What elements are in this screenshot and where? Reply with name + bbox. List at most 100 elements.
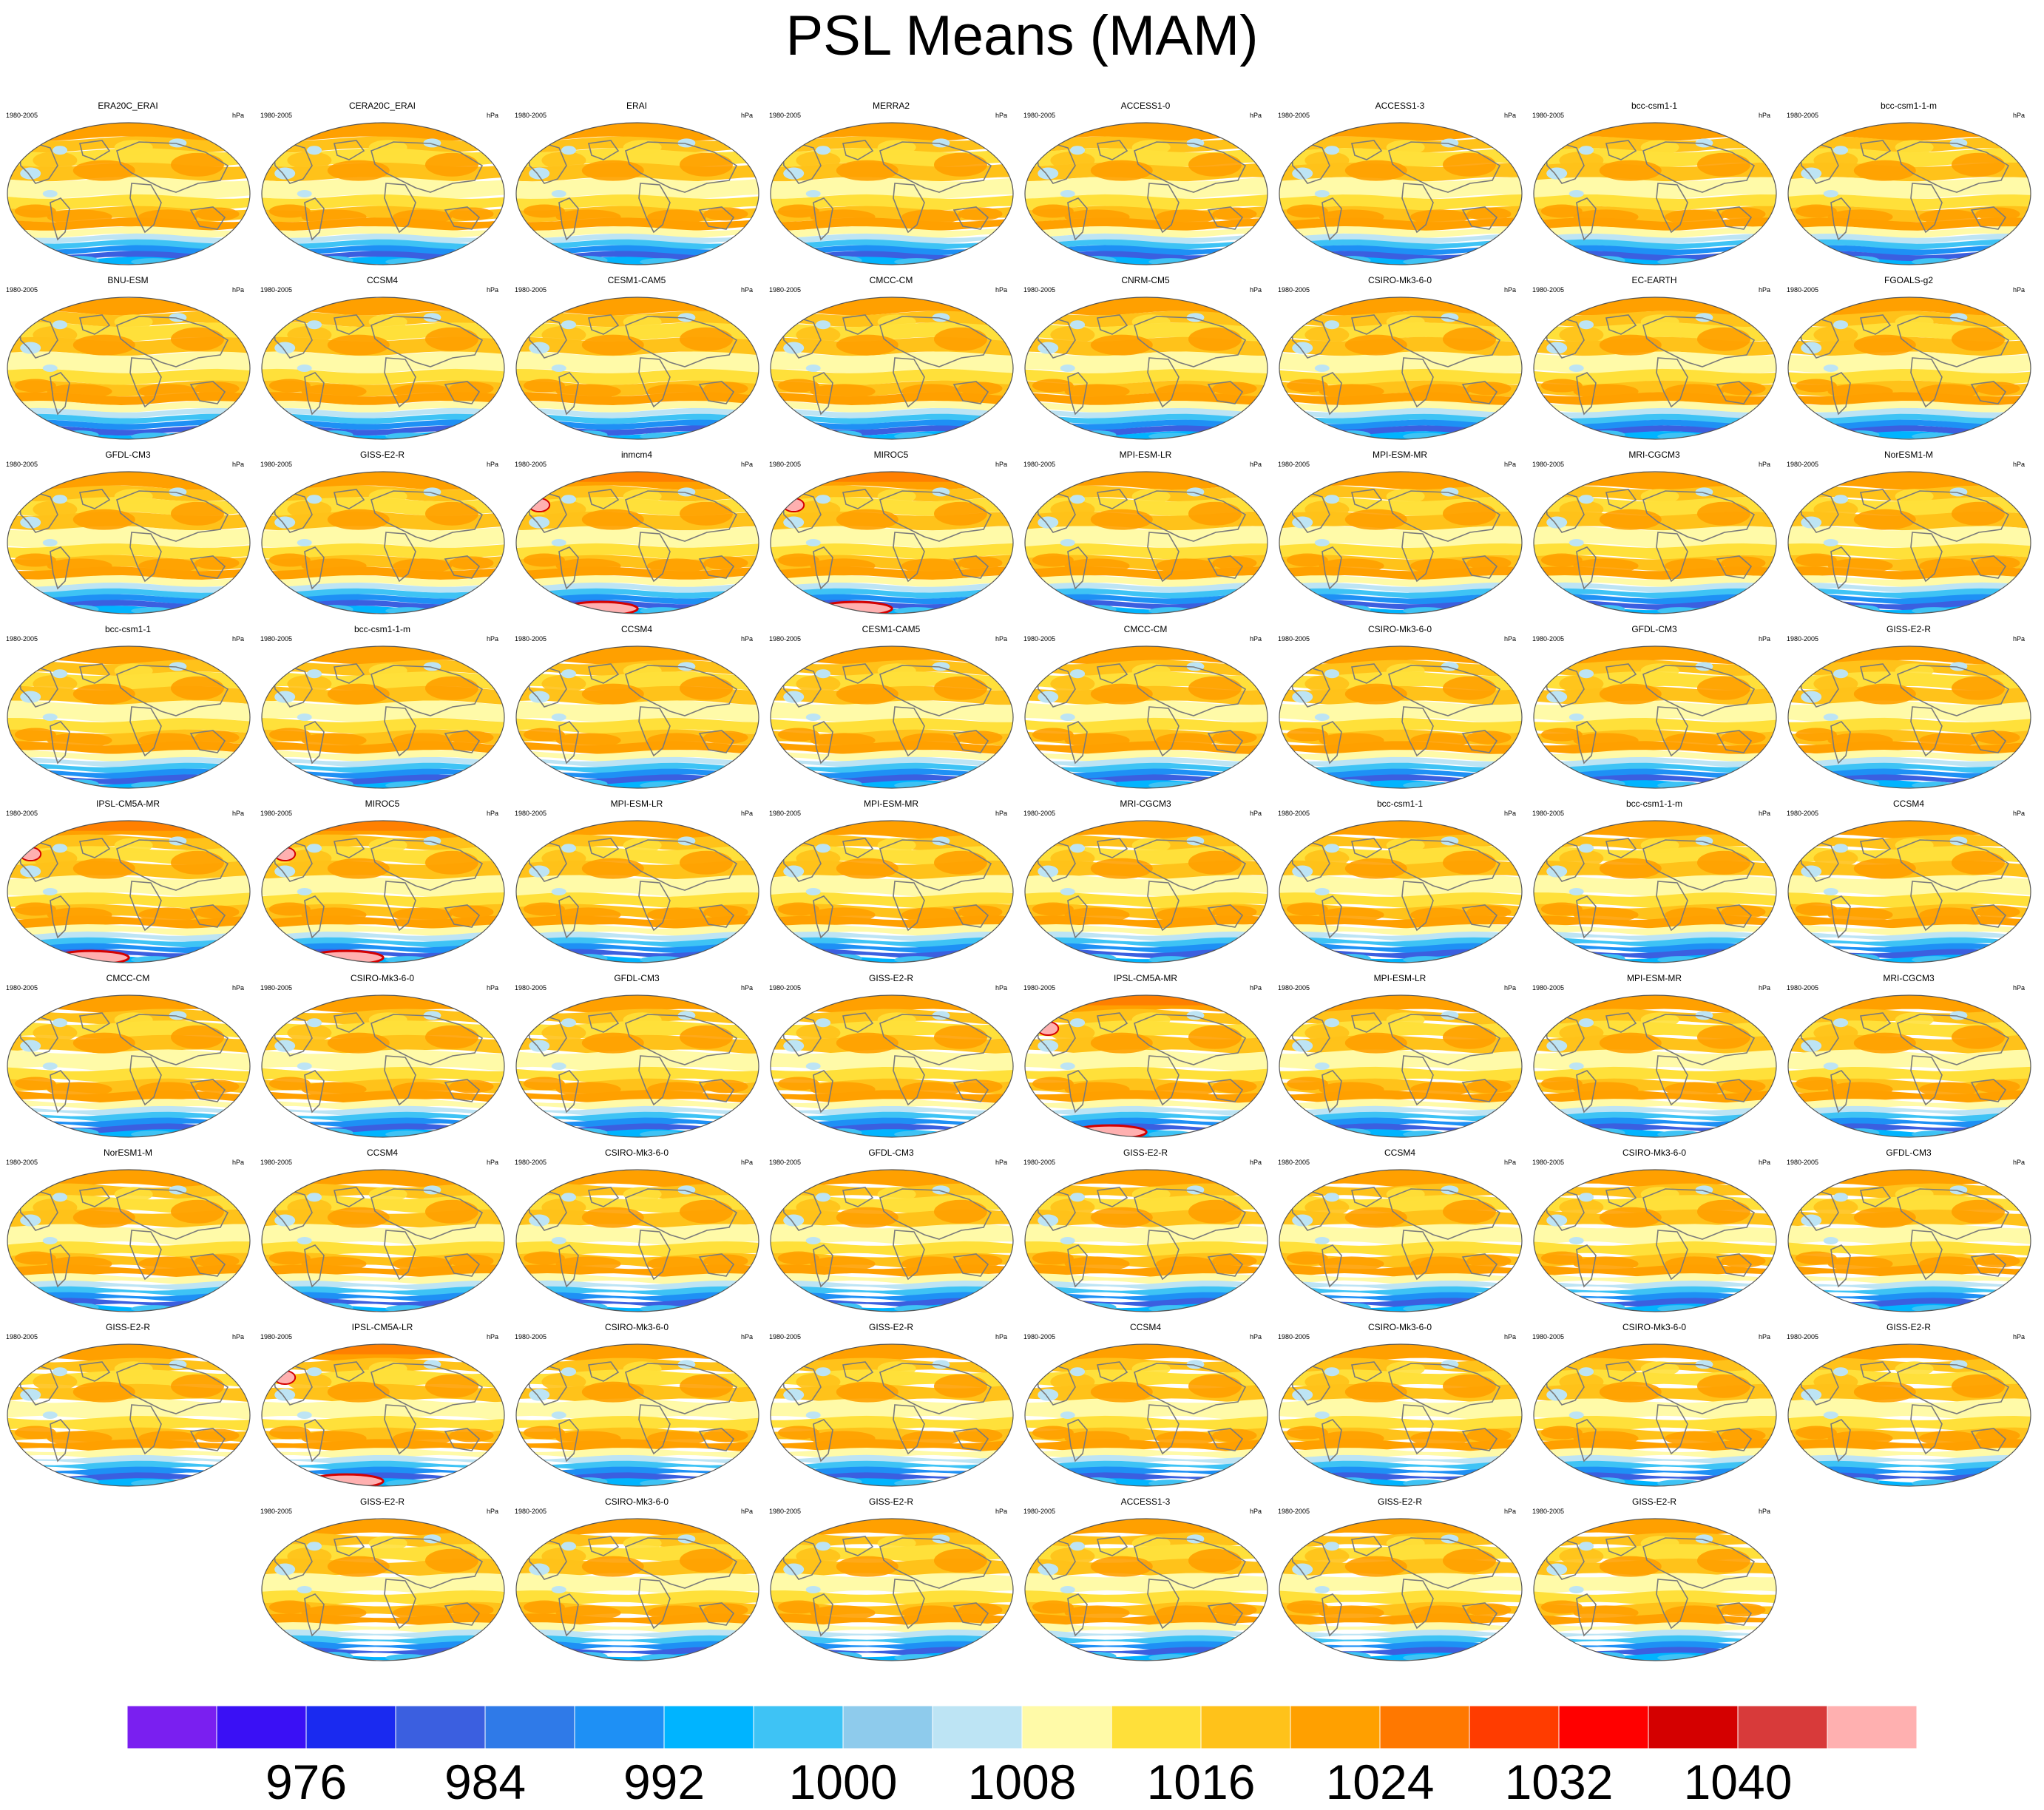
panel-units: hPa [2012,984,2025,992]
panel-units: hPa [486,810,498,817]
world-map [515,471,759,614]
panel-units: hPa [1503,810,1516,817]
colorbar-tick-label: 1016 [1146,1755,1256,1809]
panel-units: hPa [1758,1333,1770,1340]
map-panel: CSIRO-Mk3-6-0 1980-2005 hPa [254,967,510,1139]
panel-title: bcc-csm1-1 [1376,799,1423,809]
world-map [515,820,759,963]
panel-units: hPa [231,461,244,468]
colorbar-bin [1737,1705,1828,1749]
panel-units: hPa [740,984,753,992]
map-panel: MERRA2 1980-2005 hPa [763,95,1019,266]
panel-period: 1980-2005 [1532,1333,1565,1340]
panel-title: CERA20C_ERAI [348,101,416,111]
panel-period: 1980-2005 [6,461,38,468]
panel-period: 1980-2005 [1278,1159,1310,1166]
colorbar-bin [932,1705,1023,1749]
world-map [1787,1169,2031,1312]
panel-title: ACCESS1-0 [1120,101,1171,111]
world-map [1533,122,1777,265]
map-panel: MPI-ESM-LR 1980-2005 hPa [1018,444,1273,615]
panel-title: MPI-ESM-LR [1119,450,1172,460]
panel-units: hPa [1249,1333,1262,1340]
map-panel: CSIRO-Mk3-6-0 1980-2005 hPa [509,1491,765,1662]
colorbar-bin [1648,1705,1739,1749]
panel-title: CCSM4 [1129,1322,1161,1332]
panel-period: 1980-2005 [6,1159,38,1166]
world-map [1024,296,1268,440]
map-panel: CNRM-CM5 1980-2005 hPa [1018,269,1273,441]
panel-period: 1980-2005 [1532,984,1565,992]
panel-title: bcc-csm1-1 [1631,101,1677,111]
world-map [261,1343,505,1487]
map-panel: NorESM1-M 1980-2005 hPa [0,1142,256,1313]
colorbar-bin [1558,1705,1649,1749]
panel-period: 1980-2005 [6,984,38,992]
panel-period: 1980-2005 [769,112,802,119]
map-panel: GFDL-CM3 1980-2005 hPa [1781,1142,2037,1313]
world-map [1024,471,1268,614]
panel-units: hPa [1758,1508,1770,1515]
world-map [515,994,759,1138]
panel-units: hPa [1758,810,1770,817]
world-map [1533,471,1777,614]
world-map [1787,994,2031,1138]
world-map [515,122,759,265]
panel-period: 1980-2005 [260,461,293,468]
world-map [261,1518,505,1661]
map-panel: CMCC-CM 1980-2005 hPa [0,967,256,1139]
map-panel: GISS-E2-R 1980-2005 hPa [1781,618,2037,790]
map-panel: ERA20C_ERAI 1980-2005 hPa [0,95,256,266]
panel-period: 1980-2005 [260,984,293,992]
panel-units: hPa [1503,1508,1516,1515]
world-map [261,296,505,440]
panel-title: MRI-CGCM3 [1120,799,1171,809]
map-panel: GISS-E2-R 1980-2005 hPa [1781,1316,2037,1488]
panel-units: hPa [1249,635,1262,643]
panel-title: NorESM1-M [103,1148,152,1158]
panel-period: 1980-2005 [1023,286,1056,294]
panel-title: CSIRO-Mk3-6-0 [604,1322,669,1332]
panel-title: IPSL-CM5A-MR [95,799,160,809]
colorbar [127,1705,1917,1749]
panel-units: hPa [486,286,498,294]
world-map [7,1169,251,1312]
panel-title: GFDL-CM3 [105,450,151,460]
panel-title: CMCC-CM [106,973,150,983]
world-map [1279,1518,1523,1661]
panel-title: EC-EARTH [1631,275,1677,285]
panel-period: 1980-2005 [1787,1159,1819,1166]
panel-period: 1980-2005 [515,1508,547,1515]
panel-period: 1980-2005 [1023,810,1056,817]
colorbar-bin [395,1705,486,1749]
map-panel: MPI-ESM-LR 1980-2005 hPa [509,793,765,964]
panel-period: 1980-2005 [769,1508,802,1515]
world-map [1533,1518,1777,1661]
panel-period: 1980-2005 [1023,1508,1056,1515]
panel-units: hPa [1758,984,1770,992]
panel-title: GISS-E2-R [1886,1322,1931,1332]
panel-title: GISS-E2-R [1377,1497,1422,1507]
world-map [1279,122,1523,265]
map-panel: CERA20C_ERAI 1980-2005 hPa [254,95,510,266]
panel-units: hPa [486,1333,498,1340]
world-map [261,122,505,265]
panel-period: 1980-2005 [1278,1333,1310,1340]
map-panel: IPSL-CM5A-LR 1980-2005 hPa [254,1316,510,1488]
panel-units: hPa [995,461,1007,468]
panel-units: hPa [1503,461,1516,468]
colorbar-bin [1200,1705,1291,1749]
map-panel: NorESM1-M 1980-2005 hPa [1781,444,2037,615]
map-panel: GISS-E2-R 1980-2005 hPa [1272,1491,1528,1662]
panel-units: hPa [995,635,1007,643]
panel-title: GISS-E2-R [105,1322,150,1332]
panel-title: MIROC5 [365,799,400,809]
panel-units: hPa [486,984,498,992]
panel-title: MRI-CGCM3 [1628,450,1680,460]
panel-title: CNRM-CM5 [1121,275,1170,285]
map-panel: GFDL-CM3 1980-2005 hPa [1526,618,1782,790]
map-panel: CSIRO-Mk3-6-0 1980-2005 hPa [1272,269,1528,441]
world-map [1533,820,1777,963]
map-panel: GFDL-CM3 1980-2005 hPa [0,444,256,615]
panel-units: hPa [995,1508,1007,1515]
